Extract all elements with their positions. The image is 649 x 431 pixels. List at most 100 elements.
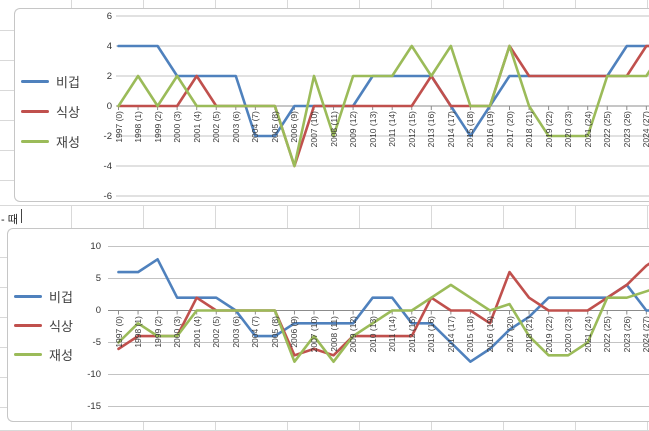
y-axis-tick-label: -4 [103,160,112,172]
sheet-gridline [647,0,648,8]
x-axis-category-label: 2024 (27) [641,111,649,148]
legend-item-재성[interactable]: 재성 [14,346,73,363]
sheet-gridline [0,60,14,61]
x-axis-category-label: 2009 (12) [348,315,359,352]
x-axis-category-label: 2001 (4) [191,111,202,143]
x-axis-category-label: 2022 (25) [602,315,613,352]
x-axis-category-label: 2001 (4) [191,315,202,348]
legend-item-식상[interactable]: 식상 [14,317,73,334]
text-cursor [21,209,22,223]
legend-label: 식상 [56,104,80,120]
x-axis-category-label: 1999 (2) [152,315,163,348]
series-line-재성[interactable] [117,283,649,363]
x-axis-category-label: 2016 (19) [484,111,495,148]
sheet-gridline [431,205,432,228]
sheet-gridline [431,420,432,431]
sheet-gridline [359,0,360,8]
x-axis-category-label: 2013 (16) [426,111,437,148]
y-axis-tick-label: 10 [90,241,101,252]
y-axis-tick-label: -10 [87,369,101,380]
series-line-비겁[interactable] [117,257,649,363]
legend-label: 비겁 [49,289,73,305]
series-line-식상[interactable] [117,253,649,357]
legend-line-swatch [14,294,42,298]
sheet-gridline [0,257,7,258]
sheet-gridline [71,205,72,228]
bottom-chart[interactable]: 10 5 0 -5 -10 -15 1997 (0) 1998 (1) 1999 (2) 2000… [7,228,649,422]
x-axis-category-label: 2024 (27) [641,315,649,352]
legend-item-재성[interactable]: 재성 [21,133,80,150]
legend-item-비겁[interactable]: 비겁 [14,288,73,305]
x-axis-category-label: 2008 (11) [328,111,339,147]
x-axis-category-label: 2009 (12) [348,111,359,148]
x-axis-category-label: 2014 (17) [445,111,456,148]
x-axis-category-label: 2005 (8) [269,111,280,143]
x-axis-category-label: 1997 (0) [113,111,124,143]
x-axis-category-label: 2003 (6) [230,315,241,348]
sheet-gridline [215,205,216,228]
legend-line-swatch [21,109,49,113]
y-axis-tick-label: 0 [95,305,101,316]
sheet-gridline [143,0,144,8]
x-axis-category-label: 2012 (15) [406,315,417,352]
y-axis-tick-label: 5 [95,273,101,284]
x-axis-category-label: 2018 (21) [524,111,535,148]
x-axis-category-label: 2000 (3) [172,111,183,143]
top-chart[interactable]: 6 4 2 0 -2 -4 -6 1997 (0) 1998 (1) 1999 (2) 2000 (… [14,8,649,202]
legend-label: 재성 [49,347,73,363]
x-axis-category-label: 2023 (26) [621,315,632,352]
sheet-gridline [0,120,14,121]
x-axis-category-label: 2007 (10) [309,315,319,352]
sheet-gridline [0,180,14,181]
sheet-gridline [0,287,7,288]
y-axis-tick-label: -2 [103,130,112,142]
sheet-gridline [0,30,14,31]
legend-line-swatch [21,79,49,83]
y-axis-tick-label: -5 [92,337,101,348]
cell-text: - 때 [1,214,18,226]
x-axis-category-label: 2007 (10) [309,111,319,148]
x-axis-category-label: 2020 (23) [563,315,574,352]
x-axis-category-label: 2002 (5) [211,315,222,348]
series-line-식상[interactable] [117,44,649,168]
legend-item-비겁[interactable]: 비겁 [21,73,80,90]
x-axis-category-label: 2003 (6) [230,111,241,143]
series-line-재성[interactable] [117,44,649,168]
legend-item-식상[interactable]: 식상 [21,103,80,120]
sheet-gridline [0,407,7,408]
sheet-gridline [71,0,72,8]
x-axis-category-label: 2016 (19) [484,315,495,352]
legend-line-swatch [14,323,42,327]
legend-label: 비겁 [56,74,80,90]
sheet-gridline [215,420,216,431]
sheet-gridline [0,317,7,318]
sheet-gridline [287,205,288,228]
x-axis-category-label: 2017 (20) [504,315,515,352]
y-axis-tick-label: -15 [87,401,101,412]
x-axis-category-label: 2023 (26) [621,111,632,148]
sheet-gridline [143,205,144,228]
x-axis-category-label: 2005 (8) [269,315,280,348]
x-axis-category-label: 2013 (16) [426,315,437,352]
x-axis-category-label: 1999 (2) [152,111,163,143]
sheet-gridline [143,420,144,431]
sheet-gridline [0,205,649,206]
x-axis-category-label: 2010 (13) [367,111,378,148]
legend-line-swatch [21,139,49,143]
x-axis-category-label: 2004 (7) [250,111,261,143]
sheet-gridline [0,377,7,378]
x-axis-category-label: 2004 (7) [250,315,261,348]
sheet-gridline [359,205,360,228]
sheet-gridline [503,0,504,8]
sheet-gridline [287,420,288,431]
y-axis-tick-label: 6 [106,10,112,22]
x-axis-category-label: 2006 (9) [289,111,300,143]
x-axis-category-label: 2019 (22) [543,315,554,352]
x-axis-category-label: 1998 (1) [133,315,144,348]
x-axis-category-label: 1998 (1) [133,111,144,143]
x-axis-category-label: 2006 (9) [289,315,300,348]
y-axis-tick-label: 4 [106,40,112,52]
x-axis-category-label: 2019 (22) [543,111,554,148]
sheet-gridline [287,0,288,8]
